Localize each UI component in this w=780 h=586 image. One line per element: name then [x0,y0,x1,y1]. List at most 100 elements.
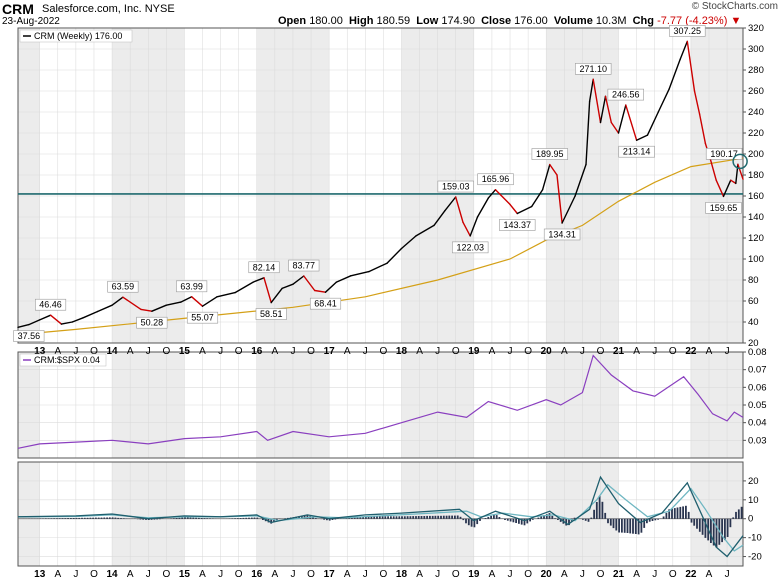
histogram-bar [623,518,626,533]
x-tick-label: O [162,346,170,357]
price-segment [657,88,670,113]
y-tick-label: 20 [748,338,759,349]
histogram-bar [139,518,142,520]
x-tick-label: A [54,346,61,357]
data-label: 143.37 [503,220,531,230]
histogram-bar [685,505,687,519]
y-tick-label: 0.08 [748,347,767,358]
x-tick-label: 13 [34,569,46,580]
open-value: 180.00 [309,15,343,27]
data-label: 190.17 [710,149,738,159]
y-tick-label: 180 [748,170,764,181]
histogram-bar [657,518,659,520]
histogram-bar [712,518,715,546]
histogram-bar [506,518,509,521]
histogram-bar [75,517,78,519]
histogram-bar [590,517,593,519]
close-label: Close [481,15,512,27]
histogram-bar [256,517,259,519]
histogram-bar [111,517,114,519]
histogram-bar [609,518,612,526]
y-tick-label: 0.07 [748,365,767,376]
price-segment [516,205,533,215]
price-segment [679,40,688,61]
histogram-bar [551,515,554,519]
histogram-bar [353,517,356,519]
histogram-bar [654,518,657,521]
price-segment [263,277,272,304]
histogram-bar [326,518,328,521]
x-tick-label: A [199,346,206,357]
macd-line [17,475,744,558]
data-label-box [477,173,514,186]
histogram-bar [632,518,634,534]
x-tick-label: J [218,346,223,357]
data-label-box [437,180,474,193]
x-tick-label: 21 [613,346,625,357]
histogram-bar [462,518,465,521]
histogram-bar [429,515,431,519]
histogram-bar [262,518,264,520]
histogram-bar [359,516,362,519]
histogram-bar [67,518,69,519]
company-name: Salesforce.com, Inc. NYSE [42,3,175,15]
x-tick-label: 20 [541,569,553,580]
histogram-bar [426,515,428,519]
y-tick-label: -10 [748,533,762,544]
low-value: 174.90 [441,15,475,27]
x-tick-label: O [669,569,677,580]
x-tick-label: O [524,569,532,580]
histogram-bar [239,518,242,519]
x-tick-label: A [272,346,279,357]
price-segment [737,163,744,180]
data-label-box [107,280,139,293]
histogram-bar [732,517,735,519]
histogram-bar [448,515,451,519]
x-tick-label: A [127,569,134,580]
price-segment [190,296,204,307]
price-segment [165,301,182,306]
histogram-bar [665,512,668,519]
histogram-bar [487,517,490,519]
histogram-bar [721,518,723,543]
x-tick-label: 18 [396,346,408,357]
x-tick-label: 19 [468,569,480,580]
panel-border [17,27,744,344]
histogram-bar [236,518,239,519]
data-label: 82.14 [253,262,276,272]
data-label: 213.14 [623,147,651,157]
histogram-bar [314,518,317,519]
histogram-bar [403,516,406,519]
x-tick-label: O [669,346,677,357]
price-segment [415,224,435,237]
x-tick-label: 16 [251,569,263,580]
histogram-bar [573,517,576,519]
price-segment [592,78,602,124]
company-label: Salesforce.com, Inc. [42,3,142,15]
histogram-bar [651,518,654,521]
histogram-bar [392,516,395,519]
histogram-bar [245,517,248,519]
x-tick-label: O [452,569,460,580]
x-tick-label: A [416,346,423,357]
histogram-bar [181,517,184,519]
histogram-bar [420,516,423,519]
exchange-label: NYSE [144,3,175,15]
histogram-bar [150,518,153,520]
histogram-bar [159,518,161,520]
x-tick-label: J [218,569,223,580]
histogram-bar [612,518,615,529]
price-legend: CRM (Weekly) 176.00 [19,29,133,43]
histogram-bar [498,517,501,519]
histogram-bar [298,516,300,519]
histogram-bar [568,518,570,526]
histogram-bar [303,515,306,519]
volume-value: 10.3M [595,15,627,27]
histogram-bar [595,502,598,519]
price-segment [49,314,63,325]
y-tick-label: 320 [748,23,764,34]
histogram-bar [668,509,671,519]
y-tick-label: 120 [748,233,764,244]
histogram-bar [715,518,718,548]
histogram-bar [61,518,64,519]
